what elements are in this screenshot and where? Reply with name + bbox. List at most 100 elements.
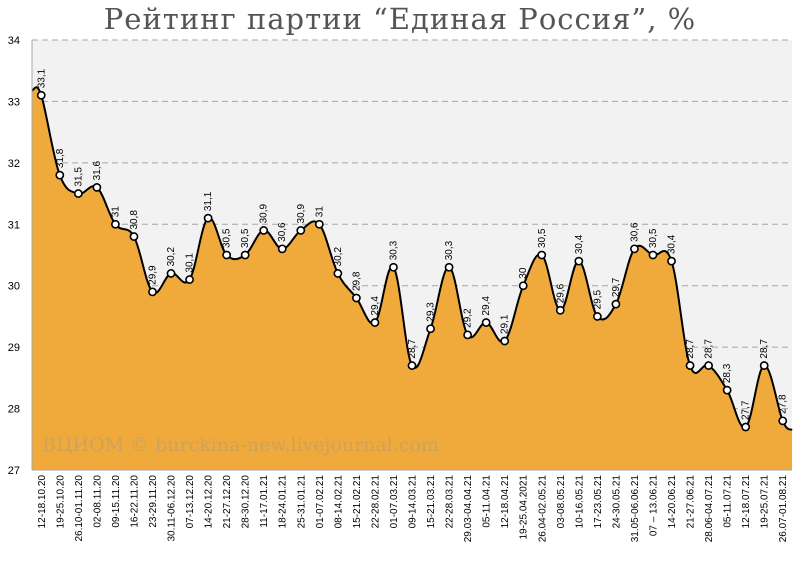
data-point (351, 293, 361, 303)
data-label: 27,7 (741, 400, 752, 420)
y-tick-label: 28 (8, 404, 20, 416)
data-point (407, 361, 417, 370)
data-point (630, 244, 639, 254)
y-tick-labels: 27 28 29 30 31 32 33 34 (8, 35, 20, 477)
data-point (333, 269, 343, 278)
data-label: 30,8 (129, 210, 140, 230)
data-label: 31,5 (73, 167, 84, 187)
data-label: 30,5 (222, 228, 233, 248)
data-label: 29,8 (351, 271, 362, 291)
data-label: 29,6 (555, 283, 566, 303)
data-point (426, 324, 435, 334)
data-label: 28,7 (759, 339, 770, 359)
watermark: ВЦИОМ © burckina-new.livejournal.com (42, 434, 439, 456)
data-label: 31,1 (203, 191, 214, 211)
x-tick-label: 01-07.02.21 (315, 475, 326, 529)
data-label: 28,3 (722, 363, 733, 383)
data-point (759, 361, 769, 370)
x-tick-label: 15-21.02.21 (352, 475, 363, 529)
x-tick-label: 08-14.02.21 (333, 475, 344, 529)
area-fill (32, 87, 792, 470)
data-point (778, 416, 788, 426)
x-tick-label: 17-23.05.21 (593, 475, 604, 529)
data-labels: 33,1 31,8 31,5 31,6 31 30,8 29,9 30,2 30,1 31,1 30… (36, 68, 788, 420)
data-point (648, 250, 658, 260)
data-point (55, 170, 65, 180)
data-point (277, 244, 287, 254)
data-point (92, 183, 102, 192)
x-tick-label: 14-20.06.21 (667, 475, 678, 529)
data-label: 31,8 (55, 148, 66, 168)
x-tick-label: 07 – 13.06.21 (648, 475, 659, 537)
data-point (73, 189, 83, 198)
data-point (296, 226, 306, 235)
x-tick-label: 02-08.11.20 (92, 475, 103, 528)
x-tick-label: 24-30.05.21 (611, 475, 622, 529)
data-label: 28,7 (407, 339, 418, 359)
data-label: 30,2 (166, 247, 177, 267)
x-tick-label: 12-18.07.21 (741, 475, 752, 529)
data-label: 29,5 (592, 290, 603, 310)
x-tick-label: 28.06-04.07.21 (704, 475, 715, 543)
data-points (36, 90, 788, 432)
x-tick-label: 26.10-01.11.20 (74, 475, 85, 542)
data-point (704, 361, 713, 370)
data-label: 30,4 (574, 234, 585, 254)
x-tick-label: 18-24.01.21 (278, 475, 289, 529)
x-tick-label: 21-27.06.21 (686, 475, 697, 529)
x-tick-label: 31.05-06.06.21 (630, 475, 641, 543)
data-label: 29,1 (500, 314, 511, 334)
data-label: 29,3 (426, 302, 437, 322)
y-tick-label: 32 (8, 158, 20, 170)
data-label: 27,8 (778, 394, 789, 414)
data-label: 30,5 (240, 228, 251, 248)
data-label: 30,4 (667, 234, 678, 254)
data-label: 29,4 (370, 296, 381, 316)
data-point (574, 256, 584, 266)
data-label: 31,6 (92, 161, 103, 181)
data-point (389, 262, 398, 272)
data-label: 30 (518, 267, 529, 279)
x-tick-label: 05-11.04.21 (482, 475, 493, 528)
x-tick-label: 11-17.01.21 (259, 475, 270, 528)
data-point (500, 336, 510, 346)
data-point (537, 250, 547, 260)
data-point (129, 232, 139, 241)
data-point (611, 299, 621, 309)
data-point (518, 281, 528, 291)
data-point (555, 305, 565, 315)
x-tick-label: 12-18.04.21 (500, 475, 511, 529)
y-tick-label: 27 (8, 465, 20, 477)
y-tick-label: 33 (8, 96, 20, 108)
x-tick-label: 09-15.11.20 (111, 475, 122, 528)
x-tick-label: 23-29.11.20 (148, 475, 159, 528)
data-point (314, 219, 324, 229)
data-label: 31 (110, 206, 121, 218)
data-point (222, 250, 232, 260)
x-tick-label: 19-25.10.20 (55, 475, 66, 529)
data-point (444, 262, 454, 272)
data-point (370, 318, 380, 327)
x-tick-label: 26.07-01.08.21 (778, 475, 789, 543)
data-point (185, 275, 194, 284)
data-label: 29,7 (611, 277, 622, 297)
y-tick-label: 30 (8, 281, 20, 293)
data-point (148, 287, 157, 297)
data-label: 29,4 (481, 296, 492, 316)
data-label: 31 (314, 206, 325, 218)
x-tick-label: 16-22.11.20 (129, 475, 140, 528)
x-tick-label: 01-07.03.21 (389, 475, 400, 529)
x-tick-label: 25-31.01.21 (296, 475, 307, 529)
x-tick-label: 19-25.04.2021 (519, 475, 530, 540)
data-label: 28,7 (685, 339, 696, 359)
data-point (667, 256, 676, 266)
data-label: 30,1 (185, 253, 196, 273)
x-tick-label: 22-28.02.21 (370, 475, 381, 529)
x-tick-label: 19-25.07.21 (760, 475, 771, 529)
data-label: 30,5 (648, 228, 659, 248)
data-point (166, 269, 176, 278)
data-label: 30,6 (277, 222, 288, 242)
data-point (36, 90, 46, 100)
y-tick-label: 34 (8, 35, 20, 47)
